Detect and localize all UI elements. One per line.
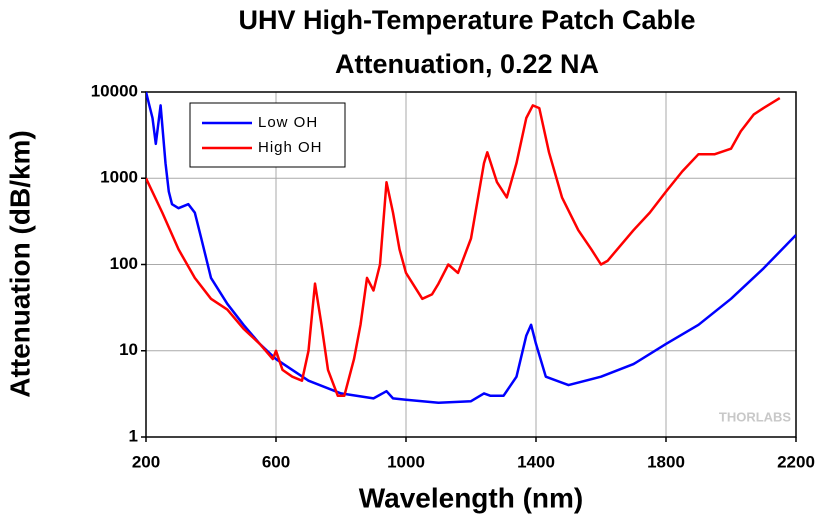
y-tick-label: 1 bbox=[129, 426, 138, 445]
legend-box bbox=[189, 102, 346, 168]
legend-label: High OH bbox=[258, 139, 323, 156]
y-tick-label: 10000 bbox=[91, 81, 138, 100]
x-tick-label: 200 bbox=[132, 452, 160, 471]
x-axis-label: Wavelength (nm) bbox=[359, 482, 584, 513]
x-tick-label: 1800 bbox=[647, 452, 685, 471]
x-tick-label: 1400 bbox=[517, 452, 555, 471]
y-tick-label: 100 bbox=[110, 254, 138, 273]
data-line bbox=[146, 92, 796, 404]
x-tick-label: 2200 bbox=[777, 452, 815, 471]
legend-label: Low OH bbox=[258, 114, 318, 131]
chart-title: UHV High-Temperature Patch Cable bbox=[238, 5, 695, 35]
x-tick-label: 600 bbox=[262, 452, 290, 471]
chart-title: Attenuation, 0.22 NA bbox=[335, 49, 599, 79]
watermark: THORLABS bbox=[719, 409, 792, 424]
y-axis-label: Attenuation (dB/km) bbox=[4, 130, 35, 398]
data-line bbox=[146, 97, 781, 398]
y-tick-label: 10 bbox=[119, 340, 138, 359]
plot-frame bbox=[145, 91, 797, 438]
x-tick-label: 1000 bbox=[387, 452, 425, 471]
y-tick-label: 1000 bbox=[100, 168, 138, 187]
